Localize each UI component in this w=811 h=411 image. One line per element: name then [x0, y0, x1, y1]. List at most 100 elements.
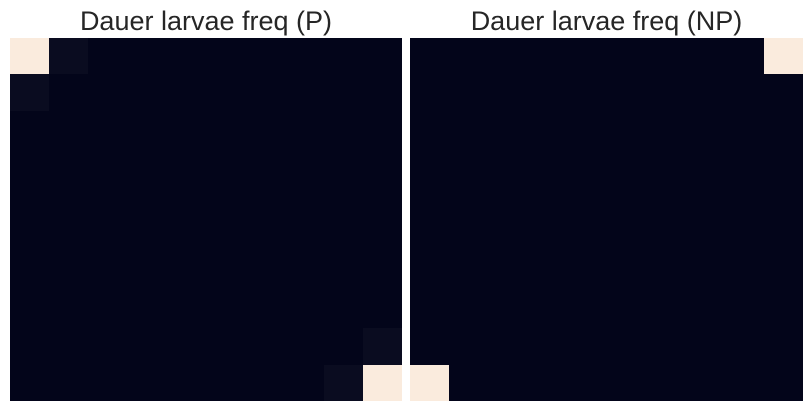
- heatmap-cell-5-5: [607, 220, 646, 256]
- heatmap-cell-9-9: [764, 365, 803, 401]
- heatmap-cell-0-3: [528, 38, 567, 74]
- heatmap-cell-2-0: [410, 111, 449, 147]
- heatmap-cell-9-7: [284, 365, 324, 401]
- heatmap-cell-5-8: [324, 220, 363, 256]
- heatmap-cell-5-5: [206, 220, 245, 256]
- heatmap-cell-5-6: [646, 220, 685, 256]
- heatmap-cell-7-9: [363, 292, 402, 328]
- heatmap-cell-7-8: [724, 292, 764, 328]
- heatmap-cell-1-9: [764, 74, 803, 111]
- heatmap-cell-4-6: [245, 183, 284, 220]
- heatmap-cell-4-0: [410, 183, 449, 220]
- heatmap-cell-5-2: [489, 220, 528, 256]
- heatmap-cell-9-0: [410, 365, 449, 401]
- heatmap-cell-6-4: [567, 256, 607, 292]
- heatmap-cell-7-7: [284, 292, 324, 328]
- heatmap-cell-5-0: [10, 220, 49, 256]
- heatmap-cell-2-6: [646, 111, 685, 147]
- heatmap-cell-6-2: [88, 256, 128, 292]
- heatmap-cell-3-4: [567, 147, 607, 183]
- heatmap-cell-8-5: [607, 328, 646, 365]
- heatmap-cell-2-1: [449, 111, 489, 147]
- heatmap-cell-6-7: [284, 256, 324, 292]
- heatmap-cell-7-7: [685, 292, 724, 328]
- heatmap-cell-7-9: [764, 292, 803, 328]
- heatmap-cell-5-6: [245, 220, 284, 256]
- heatmap-cell-4-3: [528, 183, 567, 220]
- heatmap-cell-7-6: [646, 292, 685, 328]
- heatmap-cell-0-3: [128, 38, 167, 74]
- heatmap-cell-3-1: [49, 147, 88, 183]
- heatmap-cell-8-4: [567, 328, 607, 365]
- heatmap-cell-8-6: [245, 328, 284, 365]
- heatmap-cell-3-2: [489, 147, 528, 183]
- heatmap-cell-1-4: [567, 74, 607, 111]
- heatmap-cell-9-1: [49, 365, 88, 401]
- heatmap-cell-9-3: [528, 365, 567, 401]
- heatmap-cell-9-5: [607, 365, 646, 401]
- chart-title-p: Dauer larvae freq (P): [79, 6, 333, 36]
- heatmap-cell-5-8: [724, 220, 764, 256]
- heatmap-cell-8-9: [363, 328, 402, 365]
- heatmap-cell-8-3: [528, 328, 567, 365]
- heatmap-cell-7-8: [324, 292, 363, 328]
- heatmap-cell-4-4: [167, 183, 206, 220]
- heatmap-cell-1-1: [449, 74, 489, 111]
- heatmap-cell-0-9: [764, 38, 803, 74]
- heatmap-cell-4-8: [724, 183, 764, 220]
- heatmap-cell-1-6: [245, 74, 284, 111]
- heatmap-cell-0-5: [206, 38, 245, 74]
- heatmap-cell-0-2: [489, 38, 528, 74]
- heatmap-cell-8-8: [724, 328, 764, 365]
- heatmap-cell-5-3: [528, 220, 567, 256]
- heatmap-cell-7-6: [245, 292, 284, 328]
- heatmap-cell-1-6: [646, 74, 685, 111]
- heatmap-cell-7-5: [206, 292, 245, 328]
- heatmap-cell-0-4: [167, 38, 206, 74]
- heatmap-cell-9-1: [449, 365, 489, 401]
- heatmap-cell-4-7: [685, 183, 724, 220]
- heatmap-cell-7-0: [410, 292, 449, 328]
- heatmap-cell-4-6: [646, 183, 685, 220]
- heatmap-cell-1-5: [607, 74, 646, 111]
- heatmap-p: [10, 38, 402, 401]
- heatmap-cell-6-6: [646, 256, 685, 292]
- heatmap-cell-3-3: [528, 147, 567, 183]
- heatmap-cell-9-4: [567, 365, 607, 401]
- heatmap-cell-1-7: [685, 74, 724, 111]
- heatmap-cell-7-3: [528, 292, 567, 328]
- heatmap-cell-3-9: [764, 147, 803, 183]
- heatmap-cell-1-0: [10, 74, 49, 111]
- heatmap-cell-3-0: [410, 147, 449, 183]
- heatmap-cell-8-1: [49, 328, 88, 365]
- heatmap-cell-7-2: [489, 292, 528, 328]
- heatmap-cell-0-1: [449, 38, 489, 74]
- heatmap-cell-3-2: [88, 147, 128, 183]
- heatmap-cell-6-2: [489, 256, 528, 292]
- heatmap-cell-0-0: [410, 38, 449, 74]
- heatmap-cell-6-7: [685, 256, 724, 292]
- heatmap-np: [410, 38, 803, 401]
- heatmap-cell-6-4: [167, 256, 206, 292]
- heatmap-cell-9-6: [245, 365, 284, 401]
- heatmap-cell-8-5: [206, 328, 245, 365]
- heatmap-cell-8-7: [284, 328, 324, 365]
- heatmap-cell-8-2: [489, 328, 528, 365]
- heatmap-cell-5-4: [167, 220, 206, 256]
- heatmap-cell-4-9: [363, 183, 402, 220]
- heatmap-cell-3-5: [607, 147, 646, 183]
- heatmap-cell-0-6: [245, 38, 284, 74]
- heatmap-cell-7-4: [167, 292, 206, 328]
- heatmap-cell-3-3: [128, 147, 167, 183]
- heatmap-cell-9-2: [88, 365, 128, 401]
- heatmap-cell-3-8: [324, 147, 363, 183]
- heatmap-cell-2-6: [245, 111, 284, 147]
- heatmap-cell-2-4: [567, 111, 607, 147]
- heatmap-cell-7-3: [128, 292, 167, 328]
- heatmap-cell-3-4: [167, 147, 206, 183]
- heatmap-cell-2-3: [528, 111, 567, 147]
- heatmap-cell-6-9: [363, 256, 402, 292]
- heatmap-cell-6-9: [764, 256, 803, 292]
- heatmap-cell-8-1: [449, 328, 489, 365]
- heatmap-cell-8-9: [764, 328, 803, 365]
